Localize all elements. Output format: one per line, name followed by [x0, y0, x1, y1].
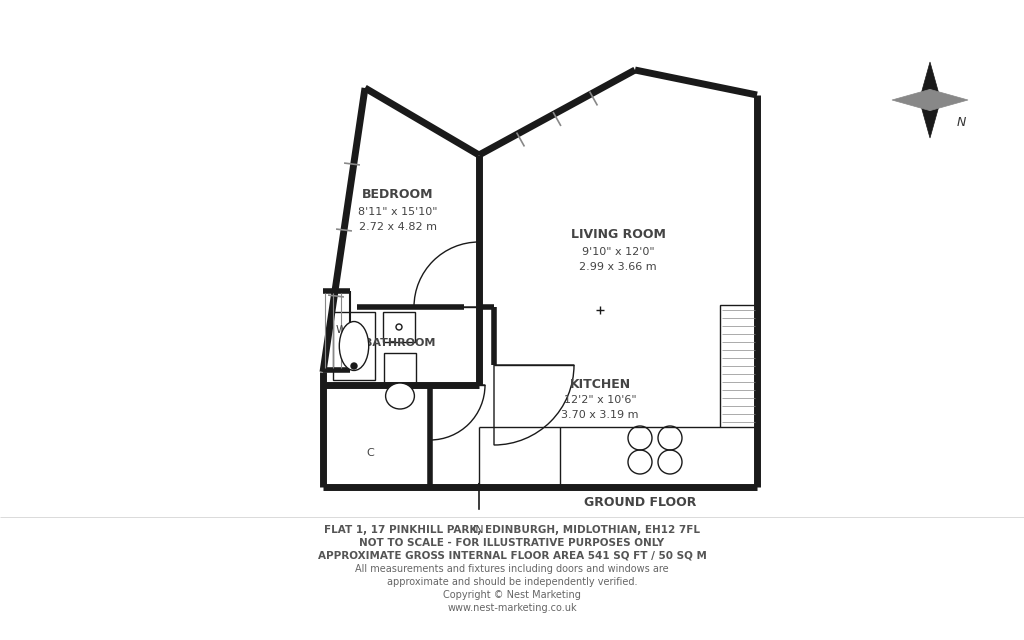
Text: approximate and should be independently verified.: approximate and should be independently … — [387, 577, 637, 587]
Text: C: C — [367, 448, 374, 458]
Bar — [384, 353, 416, 383]
Text: All measurements and fixtures including doors and windows are: All measurements and fixtures including … — [355, 564, 669, 574]
Text: FLAT 1, 17 PINKHILL PARK, EDINBURGH, MIDLOTHIAN, EH12 7FL: FLAT 1, 17 PINKHILL PARK, EDINBURGH, MID… — [324, 525, 700, 535]
Text: KITCHEN: KITCHEN — [569, 378, 631, 392]
Text: 9'10" x 12'0": 9'10" x 12'0" — [582, 247, 654, 257]
Ellipse shape — [386, 383, 415, 409]
Ellipse shape — [339, 321, 369, 371]
Text: 2.99 x 3.66 m: 2.99 x 3.66 m — [580, 262, 656, 272]
Text: 2.72 x 4.82 m: 2.72 x 4.82 m — [359, 222, 437, 232]
Circle shape — [351, 363, 357, 369]
Polygon shape — [920, 62, 941, 109]
Polygon shape — [921, 90, 968, 111]
Text: www.nest-marketing.co.uk: www.nest-marketing.co.uk — [447, 603, 577, 613]
Text: APPROXIMATE GROSS INTERNAL FLOOR AREA 541 SQ FT / 50 SQ M: APPROXIMATE GROSS INTERNAL FLOOR AREA 54… — [317, 551, 707, 561]
Text: 8'11" x 15'10": 8'11" x 15'10" — [358, 207, 437, 217]
Text: 3.70 x 3.19 m: 3.70 x 3.19 m — [561, 410, 639, 420]
Bar — [383, 312, 415, 342]
Text: BATHROOM: BATHROOM — [365, 338, 435, 348]
Text: 12'2" x 10'6": 12'2" x 10'6" — [563, 395, 636, 405]
Text: Copyright © Nest Marketing: Copyright © Nest Marketing — [443, 590, 581, 600]
Text: LIVING ROOM: LIVING ROOM — [570, 228, 666, 241]
Text: IN: IN — [473, 525, 484, 535]
Text: W: W — [336, 325, 346, 335]
Text: BEDROOM: BEDROOM — [362, 189, 434, 202]
Text: N: N — [956, 116, 966, 129]
Polygon shape — [892, 90, 939, 111]
Bar — [333, 312, 375, 380]
Bar — [720, 305, 757, 427]
Text: GROUND FLOOR: GROUND FLOOR — [584, 497, 696, 509]
Text: NOT TO SCALE - FOR ILLUSTRATIVE PURPOSES ONLY: NOT TO SCALE - FOR ILLUSTRATIVE PURPOSES… — [359, 538, 665, 548]
Polygon shape — [920, 90, 941, 138]
